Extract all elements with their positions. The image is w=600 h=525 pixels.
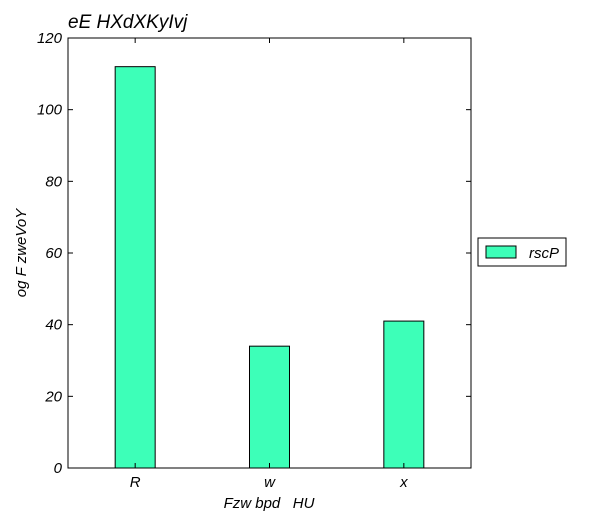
x-axis-label: Fzw bpd HU [224, 495, 315, 512]
y-tick-label-60: 60 [45, 245, 62, 262]
legend-swatch [485, 245, 517, 259]
y-tick-label-40: 40 [45, 317, 62, 334]
bar-w [249, 345, 290, 469]
bar-x [383, 320, 425, 469]
legend: rscP [477, 237, 567, 267]
y-tick-label-20: 20 [44, 388, 62, 405]
y-axis-label: og F zweVoY [13, 208, 30, 297]
x-tick-label-w: w [264, 474, 276, 491]
bar-R [114, 66, 156, 469]
x-tick-label-R: R [130, 474, 141, 491]
legend-label: rscP [529, 245, 559, 262]
y-tick-label-100: 100 [37, 102, 63, 119]
y-tick-label-120: 120 [37, 30, 63, 47]
y-tick-label-80: 80 [45, 173, 62, 190]
chart-title: eE HXdXKyIvj [68, 12, 188, 33]
y-tick-label-0: 0 [54, 460, 63, 477]
x-tick-label-x: x [399, 474, 408, 491]
